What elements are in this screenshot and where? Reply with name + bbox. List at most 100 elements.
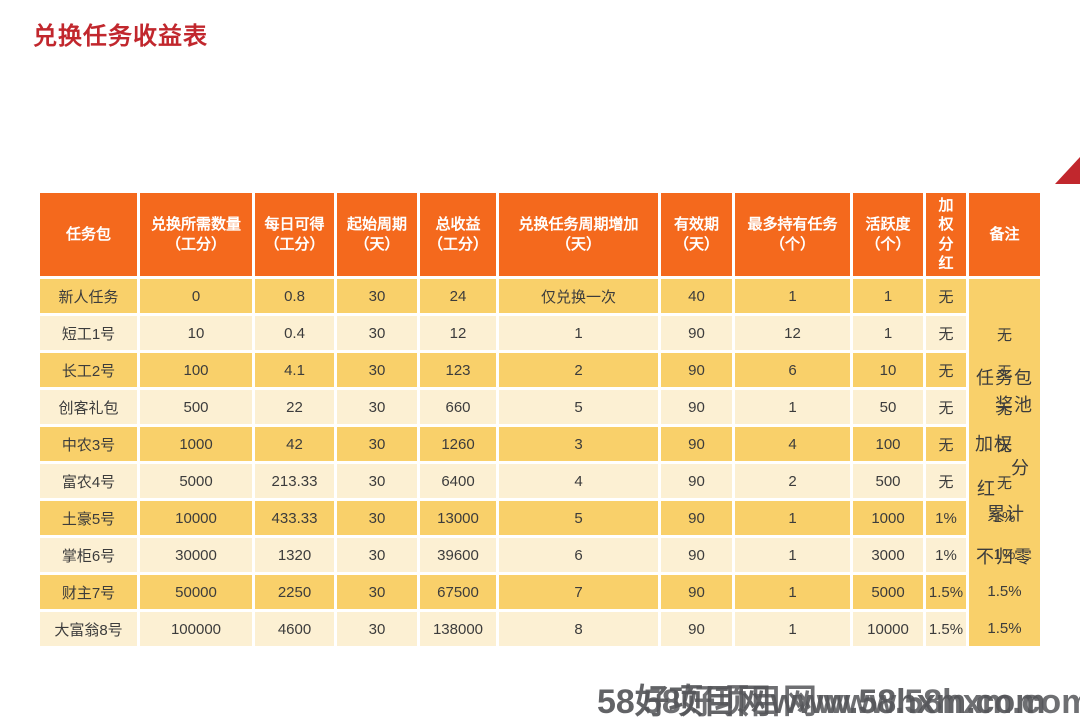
table-cell-r9-c9: 5000 xyxy=(853,575,923,609)
column-header-8: 最多持有任务（个） xyxy=(735,193,850,276)
table-cell-r1-c4: 30 xyxy=(337,279,417,313)
column-header-9: 活跃度（个） xyxy=(853,193,923,276)
table-cell-r9-c6: 7 xyxy=(499,575,658,609)
remark-value-row-6: 无 xyxy=(996,475,1012,492)
table-cell-r4-c10: 无 xyxy=(926,390,966,424)
table-cell-r6-c9: 500 xyxy=(853,464,923,498)
table-cell-r4-c6: 5 xyxy=(499,390,658,424)
table-cell-r9-c4: 30 xyxy=(337,575,417,609)
table-cell-r6-c8: 2 xyxy=(735,464,850,498)
table-cell-r1-c2: 0 xyxy=(140,279,252,313)
table-cell-r8-c10: 1% xyxy=(926,538,966,572)
table-cell-r2-c6: 1 xyxy=(499,316,658,350)
table-cell-r8-c1: 掌柜6号 xyxy=(40,538,137,572)
table-cell-r5-c7: 90 xyxy=(661,427,732,461)
table-cell-r2-c4: 30 xyxy=(337,316,417,350)
table-cell-r7-c1: 土豪5号 xyxy=(40,501,137,535)
remark-value-row-5: 无 xyxy=(996,438,1012,455)
table-cell-r1-c1: 新人任务 xyxy=(40,279,137,313)
table-cell-r1-c6: 仅兑换一次 xyxy=(499,279,658,313)
table-cell-r3-c8: 6 xyxy=(735,353,850,387)
table-cell-r2-c9: 1 xyxy=(853,316,923,350)
table-cell-r4-c3: 22 xyxy=(255,390,334,424)
table-cell-r10-c4: 30 xyxy=(337,612,417,646)
table-cell-r3-c4: 30 xyxy=(337,353,417,387)
remark-annotation-line-7: 不归零 xyxy=(976,547,1033,567)
column-header-10: 加权分红 xyxy=(926,193,966,276)
table-cell-r10-c5: 138000 xyxy=(420,612,496,646)
table-cell-r7-c2: 10000 xyxy=(140,501,252,535)
table-cell-r7-c8: 1 xyxy=(735,501,850,535)
table-cell-r2-c10: 无 xyxy=(926,316,966,350)
table-cell-r2-c2: 10 xyxy=(140,316,252,350)
table-cell-r10-c2: 100000 xyxy=(140,612,252,646)
table-cell-r9-c10: 1.5% xyxy=(926,575,966,609)
table-cell-r8-c9: 3000 xyxy=(853,538,923,572)
remark-annotation-line-3: 加权 xyxy=(975,434,1013,454)
table-cell-r8-c5: 39600 xyxy=(420,538,496,572)
table-cell-r10-c3: 4600 xyxy=(255,612,334,646)
page-title: 兑换任务收益表 xyxy=(33,23,208,50)
column-header-5: 总收益（工分） xyxy=(420,193,496,276)
table-cell-r7-c5: 13000 xyxy=(420,501,496,535)
column-header-3: 每日可得（工分） xyxy=(255,193,334,276)
table-cell-r9-c2: 50000 xyxy=(140,575,252,609)
table-cell-r6-c1: 富农4号 xyxy=(40,464,137,498)
table-cell-r8-c3: 1320 xyxy=(255,538,334,572)
column-header-6: 兑换任务周期增加（天） xyxy=(499,193,658,276)
table-cell-r7-c9: 1000 xyxy=(853,501,923,535)
table-cell-r8-c2: 30000 xyxy=(140,538,252,572)
table-cell-r4-c5: 660 xyxy=(420,390,496,424)
column-header-11: 备注 xyxy=(969,193,1040,276)
watermark-text-overlap: 58好项目网www.58hxm.com xyxy=(643,683,1080,717)
table-cell-r6-c4: 30 xyxy=(337,464,417,498)
remarks-merged-cell: 无无无无无 1% 1% 1.5% 1.5% 任务包 奖池 加权分红累计 不归零 xyxy=(969,279,1040,646)
column-header-1: 任务包 xyxy=(40,193,137,276)
table-cell-r9-c8: 1 xyxy=(735,575,850,609)
remark-annotation-line-4: 分 xyxy=(1011,458,1030,478)
table-cell-r5-c10: 无 xyxy=(926,427,966,461)
table-cell-r5-c3: 42 xyxy=(255,427,334,461)
table-cell-r5-c1: 中农3号 xyxy=(40,427,137,461)
table-cell-r1-c8: 1 xyxy=(735,279,850,313)
table-cell-r10-c8: 1 xyxy=(735,612,850,646)
table-cell-r2-c3: 0.4 xyxy=(255,316,334,350)
table-cell-r1-c5: 24 xyxy=(420,279,496,313)
table-cell-r4-c4: 30 xyxy=(337,390,417,424)
table-cell-r8-c4: 30 xyxy=(337,538,417,572)
table-cell-r4-c1: 创客礼包 xyxy=(40,390,137,424)
remark-value-row-4: 无 xyxy=(996,401,1012,418)
table-cell-r8-c7: 90 xyxy=(661,538,732,572)
table-cell-r9-c3: 2250 xyxy=(255,575,334,609)
table-cell-r9-c5: 67500 xyxy=(420,575,496,609)
remark-value-row-10: 1.5% xyxy=(987,620,1022,637)
table-cell-r2-c7: 90 xyxy=(661,316,732,350)
table-cell-r5-c4: 30 xyxy=(337,427,417,461)
table-cell-r8-c8: 1 xyxy=(735,538,850,572)
table-cell-r10-c9: 10000 xyxy=(853,612,923,646)
table-cell-r1-c9: 1 xyxy=(853,279,923,313)
table-cell-r2-c5: 12 xyxy=(420,316,496,350)
table-cell-r7-c3: 433.33 xyxy=(255,501,334,535)
table-cell-r6-c2: 5000 xyxy=(140,464,252,498)
table-cell-r1-c7: 40 xyxy=(661,279,732,313)
table-cell-r4-c9: 50 xyxy=(853,390,923,424)
remark-annotation-line-5: 红 xyxy=(977,479,996,499)
table-cell-r8-c6: 6 xyxy=(499,538,658,572)
table-cell-r1-c10: 无 xyxy=(926,279,966,313)
table-cell-r3-c10: 无 xyxy=(926,353,966,387)
table-cell-r3-c9: 10 xyxy=(853,353,923,387)
table-cell-r10-c6: 8 xyxy=(499,612,658,646)
table-cell-r7-c4: 30 xyxy=(337,501,417,535)
table-cell-r6-c10: 无 xyxy=(926,464,966,498)
table-cell-r6-c3: 213.33 xyxy=(255,464,334,498)
table-cell-r5-c2: 1000 xyxy=(140,427,252,461)
table-cell-r5-c9: 100 xyxy=(853,427,923,461)
table-cell-r1-c3: 0.8 xyxy=(255,279,334,313)
remark-value-row-9: 1.5% xyxy=(987,583,1022,600)
watermark: 58好项目网www.58hxm.com 58好项目网www.58hxm.com xyxy=(0,674,1080,717)
remark-annotation-line-2: 奖池 xyxy=(995,395,1033,415)
table-cell-r5-c8: 4 xyxy=(735,427,850,461)
remark-annotation-line-6: 累计 xyxy=(987,504,1025,524)
table-cell-r3-c2: 100 xyxy=(140,353,252,387)
